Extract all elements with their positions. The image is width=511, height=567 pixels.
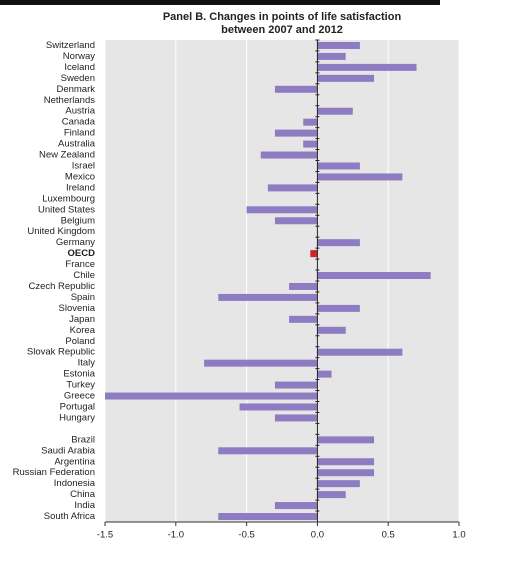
y-tick-label: Norway: [63, 51, 95, 62]
y-tick-label: Slovak Republic: [27, 347, 95, 358]
y-tick-label: Switzerland: [46, 40, 95, 51]
y-tick-label: United Kingdom: [27, 226, 95, 237]
y-tick-label: China: [70, 489, 96, 500]
bar: [218, 447, 318, 455]
bar: [239, 403, 318, 411]
y-tick-label: Saudi Arabia: [41, 445, 96, 456]
bar: [218, 513, 318, 521]
y-tick-label: Belgium: [61, 215, 95, 226]
y-tick-label: Japan: [69, 314, 95, 325]
y-tick-label: Czech Republic: [28, 281, 95, 292]
x-tick-label: 0.5: [382, 530, 395, 541]
bar: [317, 436, 375, 444]
y-tick-label: Russian Federation: [13, 467, 95, 478]
y-tick-label: Italy: [78, 358, 96, 369]
bar: [317, 458, 375, 466]
y-tick-label: Luxembourg: [42, 193, 95, 204]
y-tick-label: New Zealand: [39, 150, 95, 161]
bar: [317, 370, 332, 378]
bar: [274, 217, 318, 225]
bar: [204, 359, 318, 367]
bar: [317, 52, 346, 60]
bar: [218, 293, 318, 301]
y-tick-label: Slovenia: [59, 303, 96, 314]
bar: [246, 206, 318, 214]
bar: [303, 140, 318, 148]
y-tick-label: Germany: [56, 237, 95, 248]
bar: [260, 151, 318, 159]
y-tick-label: Korea: [70, 325, 96, 336]
y-tick-label: Canada: [62, 117, 96, 128]
y-tick-label: OECD: [68, 248, 96, 259]
chart-title: Panel B. Changes in points of life satis…: [163, 11, 402, 23]
bar: [274, 381, 318, 389]
y-tick-label: Sweden: [61, 73, 95, 84]
y-tick-label: Chile: [73, 270, 95, 281]
x-tick-label: 1.0: [452, 530, 465, 541]
bar: [317, 491, 346, 499]
y-tick-label: Turkey: [66, 380, 95, 391]
y-tick-label: Estonia: [63, 369, 95, 380]
bar: [317, 63, 417, 71]
bar: [317, 480, 360, 488]
bar: [317, 326, 346, 334]
y-tick-label: Israel: [72, 160, 95, 171]
bar: [105, 392, 318, 400]
x-tick-label: -0.5: [238, 530, 254, 541]
bar: [317, 469, 375, 477]
bar: [317, 239, 360, 247]
y-tick-label: Argentina: [54, 456, 95, 467]
x-tick-label: -1.0: [168, 530, 184, 541]
bar: [310, 250, 318, 258]
y-tick-label: France: [65, 259, 95, 270]
bar: [317, 348, 403, 356]
bar: [267, 184, 318, 192]
bar: [289, 315, 318, 323]
y-tick-label: Portugal: [60, 401, 95, 412]
bar: [289, 282, 318, 290]
y-tick-label: Ireland: [66, 182, 95, 193]
bar: [274, 414, 318, 422]
plot-background: [105, 40, 459, 522]
bar: [303, 118, 318, 126]
y-tick-label: Finland: [64, 128, 95, 139]
y-tick-label: India: [74, 500, 95, 511]
chart-title: between 2007 and 2012: [221, 24, 343, 36]
cropped-header: [0, 0, 440, 5]
y-tick-label: Poland: [65, 336, 95, 347]
bar: [317, 41, 360, 49]
y-tick-label: Australia: [58, 139, 96, 150]
y-tick-label: Greece: [64, 391, 95, 402]
y-tick-label: Denmark: [56, 84, 95, 95]
bar: [274, 502, 318, 510]
y-tick-label: Spain: [71, 292, 95, 303]
bar: [274, 129, 318, 137]
y-tick-label: Netherlands: [44, 95, 95, 106]
y-tick-label: Iceland: [64, 62, 95, 73]
y-tick-label: Brazil: [71, 434, 95, 445]
bar: [317, 304, 360, 312]
y-tick-label: Austria: [65, 106, 95, 117]
bar: [317, 162, 360, 170]
bar: [274, 85, 318, 93]
y-tick-label: Mexico: [65, 171, 95, 182]
y-tick-label: United States: [38, 204, 95, 215]
y-tick-label: South Africa: [44, 511, 96, 522]
bar: [317, 107, 353, 115]
x-tick-label: -1.5: [97, 530, 113, 541]
bar: [317, 272, 431, 280]
bar: [317, 74, 375, 82]
bar: [317, 173, 403, 181]
y-tick-label: Hungary: [59, 412, 95, 423]
y-tick-label: Indonesia: [54, 478, 96, 489]
x-tick-label: 0.0: [311, 530, 324, 541]
